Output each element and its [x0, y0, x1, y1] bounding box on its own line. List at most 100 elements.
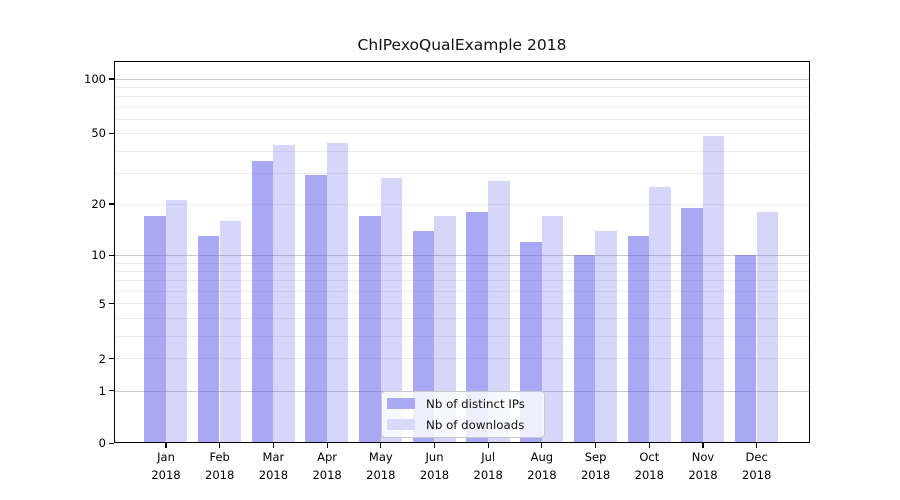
x-tick-year: 2018 [634, 467, 664, 482]
minor-gridline [115, 280, 809, 282]
legend-label-distinct-ips: Nb of distinct IPs [426, 396, 525, 411]
y-tick-label: 1 [98, 383, 106, 398]
y-tick-label: 50 [91, 126, 106, 141]
x-tick-mark [380, 443, 382, 448]
x-tick-label: Mar 2018 [241, 449, 305, 484]
x-tick-mark [756, 443, 758, 448]
bar-downloads-jan [165, 200, 188, 442]
y-tick-label: 5 [98, 296, 106, 311]
bar-downloads-oct [649, 186, 671, 442]
x-tick-mark [433, 443, 436, 448]
legend-item-downloads: Nb of downloads [387, 418, 538, 432]
bar-distinct-ips-nov [681, 207, 703, 442]
y-tick-label: 100 [84, 72, 106, 87]
x-tick-mark [219, 443, 221, 448]
bar-downloads-feb [219, 220, 242, 442]
y-tick-mark [109, 302, 114, 305]
bar-downloads-may [380, 178, 403, 442]
x-tick-mark [648, 443, 650, 448]
y-tick-mark [109, 254, 114, 256]
y-tick-label: 20 [91, 196, 106, 211]
minor-gridline [115, 106, 809, 108]
minor-gridline [115, 172, 809, 174]
minor-gridline [115, 96, 809, 98]
x-tick-mark [487, 443, 489, 448]
x-tick-mark [702, 443, 704, 448]
bar-distinct-ips-apr [305, 175, 327, 442]
y-tick-mark [109, 203, 114, 205]
y-tick-label: 10 [91, 248, 106, 263]
bar-downloads-aug [541, 216, 564, 442]
bar-distinct-ips-jan [144, 216, 166, 442]
minor-gridline [115, 203, 809, 205]
major-gridline [115, 255, 809, 257]
minor-gridline [115, 133, 809, 135]
major-gridline [115, 78, 809, 80]
x-tick-mark [595, 443, 597, 448]
legend-label-downloads: Nb of downloads [426, 417, 525, 432]
x-tick-mark [541, 443, 543, 448]
minor-gridline [115, 150, 809, 152]
bar-distinct-ips-jul [466, 211, 488, 442]
bar-distinct-ips-mar [251, 160, 274, 442]
y-tick-label: 0 [98, 436, 106, 451]
legend-item-distinct-ips: Nb of distinct IPs [387, 397, 538, 411]
bar-downloads-apr [326, 143, 349, 442]
bar-distinct-ips-jun [412, 230, 435, 442]
x-tick-label: Apr 2018 [295, 449, 359, 484]
y-tick-mark [109, 358, 114, 360]
minor-gridline [115, 87, 809, 89]
x-tick-year: 2018 [205, 467, 235, 482]
x-tick-year: 2018 [742, 467, 772, 482]
x-tick-year: 2018 [312, 467, 342, 482]
bar-downloads-jul [488, 180, 510, 442]
x-tick-mark [165, 443, 167, 448]
bar-downloads-dec [756, 211, 779, 442]
x-tick-label: Jul 2018 [456, 449, 520, 484]
x-tick-label: Sep 2018 [564, 449, 628, 484]
y-tick-label: 2 [98, 351, 106, 366]
x-tick-label: Dec 2018 [725, 449, 789, 484]
legend: Nb of distinct IPs Nb of downloads [381, 390, 545, 438]
x-tick-mark [272, 443, 274, 448]
minor-gridline [115, 335, 809, 337]
y-tick-mark [109, 132, 114, 134]
bar-distinct-ips-may [359, 216, 381, 442]
x-tick-year: 2018 [527, 467, 557, 482]
x-tick-mark [326, 443, 328, 448]
bar-downloads-mar [273, 144, 295, 442]
bar-downloads-jun [434, 216, 456, 442]
y-tick-mark [109, 390, 114, 392]
bar-distinct-ips-sep [573, 255, 596, 442]
x-tick-label: Oct 2018 [617, 449, 681, 484]
minor-gridline [115, 118, 809, 120]
plot-area [114, 60, 810, 444]
y-tick-mark [109, 78, 114, 80]
x-tick-label: Aug 2018 [510, 449, 574, 484]
chart-title: ChIPexoQualExample 2018 [357, 36, 567, 54]
bar-distinct-ips-dec [734, 255, 757, 442]
x-tick-label: Jun 2018 [403, 449, 467, 484]
x-tick-year: 2018 [258, 467, 289, 482]
bar-downloads-sep [595, 230, 617, 442]
x-tick-label: Nov 2018 [671, 449, 735, 484]
minor-gridline [115, 271, 809, 273]
bar-distinct-ips-oct [627, 235, 650, 442]
x-tick-year: 2018 [688, 467, 718, 482]
minor-gridline [115, 303, 809, 305]
bar-distinct-ips-feb [197, 235, 220, 442]
x-tick-year: 2018 [366, 467, 396, 482]
legend-swatch-downloads [387, 419, 415, 430]
minor-gridline [115, 317, 809, 319]
x-tick-year: 2018 [151, 467, 181, 482]
x-tick-year: 2018 [580, 467, 611, 482]
x-tick-label: May 2018 [349, 449, 413, 484]
x-tick-label: Jan 2018 [134, 449, 198, 484]
y-tick-mark [109, 442, 114, 444]
legend-swatch-distinct-ips [387, 398, 415, 409]
minor-gridline [115, 358, 809, 360]
minor-gridline [115, 262, 809, 264]
x-tick-year: 2018 [419, 467, 450, 482]
x-tick-label: Feb 2018 [188, 449, 252, 484]
